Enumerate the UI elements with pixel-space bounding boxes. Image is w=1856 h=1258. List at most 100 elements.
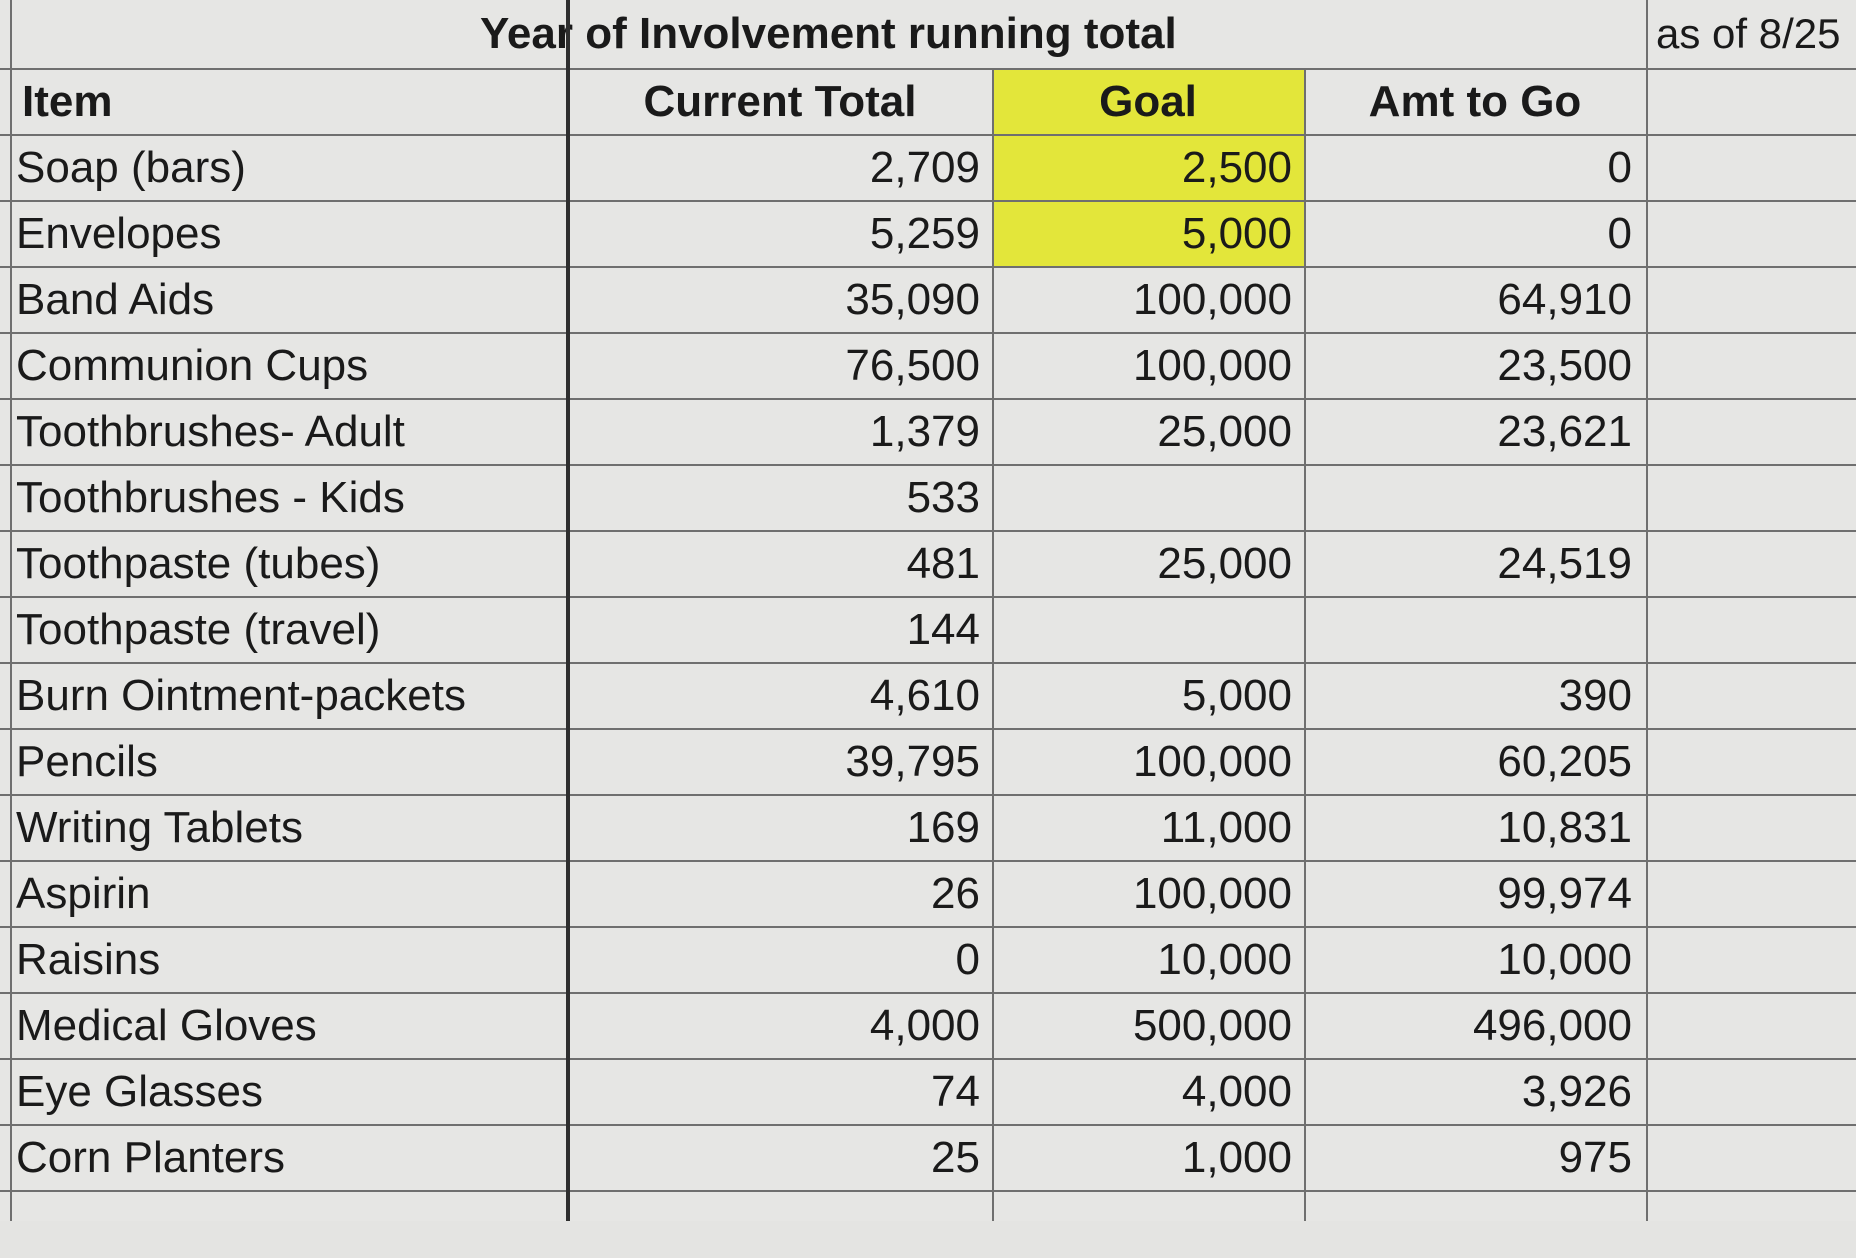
extra-cell[interactable] — [1646, 994, 1856, 1058]
goal-cell[interactable]: 100,000 — [1132, 869, 1292, 918]
current-total-cell[interactable]: 144 — [906, 605, 980, 654]
table-row: Medical Gloves 4,000 500,000 496,000 — [0, 994, 1856, 1060]
goal-cell[interactable]: 5,000 — [1181, 671, 1292, 720]
current-total-cell[interactable]: 39,795 — [845, 737, 980, 786]
item-cell[interactable]: Aspirin — [16, 869, 151, 918]
item-cell[interactable]: Pencils — [16, 737, 158, 786]
spreadsheet: Year of Involvement running total as of … — [0, 0, 1856, 1221]
extra-cell[interactable] — [1646, 730, 1856, 794]
amt-to-go-cell[interactable]: 10,831 — [1497, 803, 1632, 852]
table-row: Communion Cups 76,500 100,000 23,500 — [0, 334, 1856, 400]
extra-cell[interactable] — [1646, 862, 1856, 926]
current-total-cell[interactable]: 25 — [931, 1133, 980, 1182]
extra-cell[interactable] — [1646, 928, 1856, 992]
amt-to-go-cell[interactable]: 24,519 — [1497, 539, 1632, 588]
current-total-cell[interactable]: 5,259 — [869, 209, 980, 258]
amt-to-go-cell[interactable]: 99,974 — [1497, 869, 1632, 918]
item-cell[interactable]: Toothpaste (tubes) — [16, 539, 381, 588]
extra-cell[interactable] — [1646, 664, 1856, 728]
amt-to-go-cell[interactable]: 23,500 — [1497, 341, 1632, 390]
item-cell[interactable]: Medical Gloves — [16, 1001, 317, 1050]
goal-cell[interactable] — [992, 466, 1304, 530]
current-total-cell[interactable]: 4,000 — [869, 1001, 980, 1050]
amt-to-go-cell[interactable]: 60,205 — [1497, 737, 1632, 786]
item-cell[interactable]: Raisins — [16, 935, 161, 984]
item-cell[interactable]: Soap (bars) — [16, 143, 246, 192]
goal-cell[interactable]: 4,000 — [1181, 1067, 1292, 1116]
current-total-cell[interactable]: 35,090 — [845, 275, 980, 324]
amt-to-go-cell[interactable]: 496,000 — [1472, 1001, 1632, 1050]
amt-to-go-cell[interactable]: 0 — [1607, 143, 1632, 192]
current-total-cell[interactable]: 26 — [931, 869, 980, 918]
extra-cell[interactable] — [1646, 598, 1856, 662]
goal-cell[interactable]: 11,000 — [1160, 803, 1292, 852]
goal-cell[interactable]: 100,000 — [1132, 341, 1292, 390]
goal-cell[interactable] — [992, 598, 1304, 662]
table-row: Raisins 0 10,000 10,000 — [0, 928, 1856, 994]
amt-to-go-cell[interactable]: 0 — [1607, 209, 1632, 258]
item-cell[interactable]: Envelopes — [16, 209, 222, 258]
item-cell[interactable]: Toothbrushes- Adult — [16, 407, 405, 456]
amt-to-go-cell[interactable]: 64,910 — [1497, 275, 1632, 324]
header-current-total[interactable]: Current Total — [643, 77, 917, 126]
extra-cell[interactable] — [1646, 400, 1856, 464]
amt-to-go-cell[interactable] — [1304, 598, 1646, 662]
current-total-cell[interactable]: 169 — [906, 803, 980, 852]
table-row: Eye Glasses 74 4,000 3,926 — [0, 1060, 1856, 1126]
goal-cell[interactable]: 1,000 — [1181, 1133, 1292, 1182]
current-total-cell[interactable]: 74 — [931, 1067, 980, 1116]
item-cell[interactable]: Eye Glasses — [16, 1067, 263, 1116]
current-total-cell[interactable]: 4,610 — [869, 671, 980, 720]
goal-cell[interactable]: 500,000 — [1132, 1001, 1292, 1050]
goal-cell[interactable]: 5,000 — [992, 202, 1304, 266]
item-cell[interactable]: Burn Ointment-packets — [16, 671, 466, 720]
extra-cell[interactable] — [1646, 796, 1856, 860]
current-total-cell[interactable]: 2,709 — [869, 143, 980, 192]
item-cell[interactable]: Band Aids — [16, 275, 215, 324]
amt-to-go-cell[interactable]: 10,000 — [1497, 935, 1632, 984]
header-amt-to-go[interactable]: Amt to Go — [1368, 77, 1582, 126]
extra-cell[interactable] — [1646, 1060, 1856, 1124]
amt-to-go-cell[interactable]: 3,926 — [1521, 1067, 1632, 1116]
goal-cell[interactable]: 25,000 — [1157, 539, 1292, 588]
extra-cell[interactable] — [1646, 202, 1856, 266]
amt-to-go-cell[interactable] — [1304, 466, 1646, 530]
header-goal[interactable]: Goal — [992, 70, 1304, 134]
amt-to-go-cell[interactable]: 390 — [1558, 671, 1632, 720]
item-cell[interactable]: Toothbrushes - Kids — [16, 473, 405, 522]
item-cell[interactable]: Corn Planters — [16, 1133, 286, 1182]
goal-cell[interactable]: 25,000 — [1157, 407, 1292, 456]
item-cell[interactable]: Writing Tablets — [16, 803, 303, 852]
goal-cell[interactable]: 100,000 — [1132, 737, 1292, 786]
table-row: Band Aids 35,090 100,000 64,910 — [0, 268, 1856, 334]
extra-cell[interactable] — [1646, 268, 1856, 332]
current-total-cell[interactable]: 533 — [906, 473, 980, 522]
current-total-cell[interactable]: 0 — [955, 935, 980, 984]
extra-cell[interactable] — [1646, 1126, 1856, 1190]
title-row: Year of Involvement running total as of … — [0, 0, 1856, 70]
current-total-cell[interactable]: 76,500 — [845, 341, 980, 390]
header-extra-cell[interactable] — [1646, 70, 1856, 134]
current-total-cell[interactable]: 481 — [906, 539, 980, 588]
goal-cell[interactable]: 2,500 — [992, 136, 1304, 200]
extra-cell[interactable] — [1646, 466, 1856, 530]
header-item[interactable]: Item — [22, 77, 113, 126]
item-cell[interactable]: Toothpaste (travel) — [16, 605, 381, 654]
extra-cell[interactable] — [1646, 334, 1856, 398]
table-row: Writing Tablets 169 11,000 10,831 — [0, 796, 1856, 862]
empty-row — [0, 1192, 1856, 1258]
amt-to-go-cell[interactable]: 975 — [1558, 1133, 1632, 1182]
as-of-date[interactable]: as of 8/25 — [1656, 10, 1841, 57]
grid-line — [992, 70, 994, 1221]
extra-cell[interactable] — [1646, 532, 1856, 596]
table-row: Burn Ointment-packets 4,610 5,000 390 — [0, 664, 1856, 730]
sheet-title[interactable]: Year of Involvement running total — [480, 9, 1177, 58]
goal-cell[interactable]: 10,000 — [1157, 935, 1292, 984]
table-row: Aspirin 26 100,000 99,974 — [0, 862, 1856, 928]
goal-cell[interactable]: 100,000 — [1132, 275, 1292, 324]
amt-to-go-cell[interactable]: 23,621 — [1497, 407, 1632, 456]
extra-cell[interactable] — [1646, 136, 1856, 200]
item-cell[interactable]: Communion Cups — [16, 341, 369, 390]
current-total-cell[interactable]: 1,379 — [869, 407, 980, 456]
grid-line — [566, 0, 570, 1221]
